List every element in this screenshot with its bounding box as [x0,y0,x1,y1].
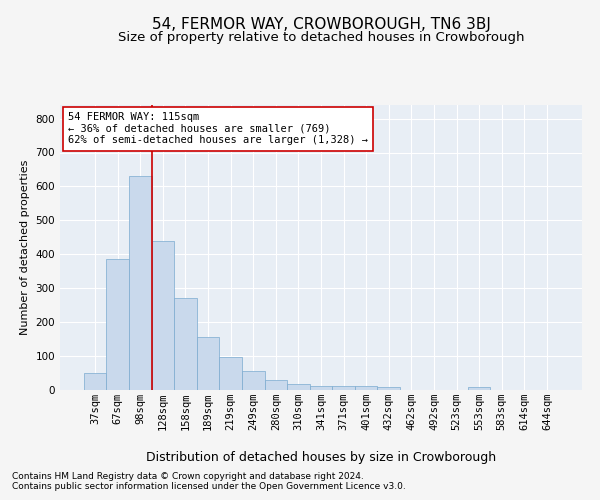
Bar [310,386,332,390]
Text: Contains HM Land Registry data © Crown copyright and database right 2024.: Contains HM Land Registry data © Crown c… [12,472,364,481]
Bar [377,388,400,390]
Bar [174,298,197,390]
Bar [287,384,310,390]
Text: Contains public sector information licensed under the Open Government Licence v3: Contains public sector information licen… [12,482,406,491]
Bar [152,240,174,390]
Text: 54, FERMOR WAY, CROWBOROUGH, TN6 3BJ: 54, FERMOR WAY, CROWBOROUGH, TN6 3BJ [152,18,490,32]
Bar [84,373,106,390]
Bar [355,386,377,390]
Bar [197,338,220,390]
Bar [106,260,129,390]
Bar [242,372,265,390]
Text: Distribution of detached houses by size in Crowborough: Distribution of detached houses by size … [146,451,496,464]
Bar [468,388,490,390]
Bar [129,176,152,390]
Bar [332,386,355,390]
Text: 54 FERMOR WAY: 115sqm
← 36% of detached houses are smaller (769)
62% of semi-det: 54 FERMOR WAY: 115sqm ← 36% of detached … [68,112,368,146]
Text: Size of property relative to detached houses in Crowborough: Size of property relative to detached ho… [118,31,524,44]
Y-axis label: Number of detached properties: Number of detached properties [20,160,30,335]
Bar [265,380,287,390]
Bar [220,357,242,390]
